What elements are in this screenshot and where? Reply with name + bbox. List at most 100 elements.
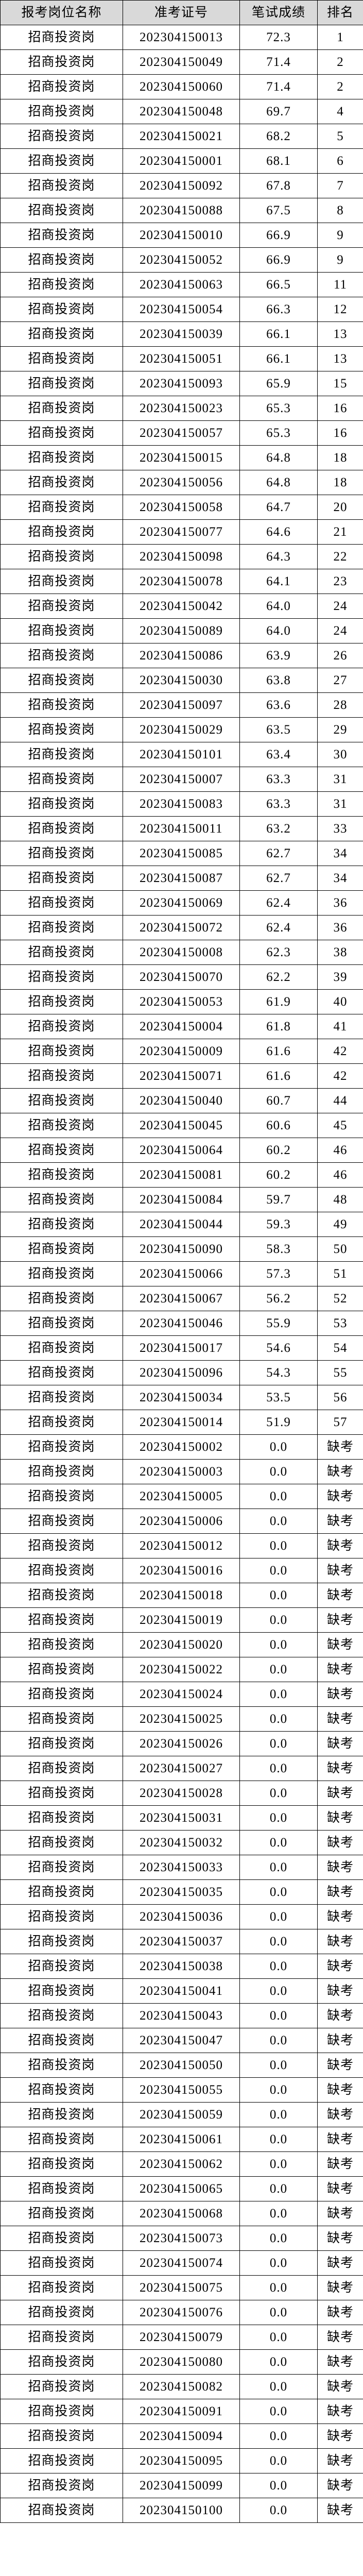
cell-score: 58.3 [239, 1236, 318, 1262]
cell-position: 招商投资岗 [0, 1014, 123, 1039]
table-row: 招商投资岗 202304150007 63.3 31 [0, 767, 363, 792]
table-row: 招商投资岗 202304150077 64.6 21 [0, 519, 363, 545]
cell-score: 63.8 [239, 668, 318, 693]
cell-position: 招商投资岗 [0, 2498, 123, 2523]
cell-exam-id: 202304150087 [123, 866, 240, 891]
table-row: 招商投资岗 202304150054 66.3 12 [0, 297, 363, 322]
cell-rank: 缺考 [317, 2127, 363, 2152]
cell-rank: 27 [317, 668, 363, 693]
cell-score: 60.7 [239, 1088, 318, 1113]
table-row: 招商投资岗 202304150037 0.0 缺考 [0, 1929, 363, 1954]
cell-rank: 20 [317, 495, 363, 520]
cell-score: 0.0 [239, 2127, 318, 2152]
cell-score: 66.3 [239, 297, 318, 322]
cell-exam-id: 202304150016 [123, 1558, 240, 1583]
cell-rank: 缺考 [317, 1805, 363, 1831]
cell-position: 招商投资岗 [0, 247, 123, 273]
table-row: 招商投资岗 202304150086 63.9 26 [0, 643, 363, 668]
cell-exam-id: 202304150018 [123, 1583, 240, 1608]
cell-exam-id: 202304150090 [123, 1236, 240, 1262]
cell-rank: 44 [317, 1088, 363, 1113]
table-row: 招商投资岗 202304150022 0.0 缺考 [0, 1657, 363, 1682]
cell-position: 招商投资岗 [0, 1113, 123, 1138]
cell-score: 64.3 [239, 544, 318, 569]
cell-exam-id: 202304150094 [123, 2424, 240, 2449]
cell-exam-id: 202304150071 [123, 1063, 240, 1089]
cell-exam-id: 202304150060 [123, 74, 240, 99]
cell-exam-id: 202304150077 [123, 519, 240, 545]
cell-rank: 4 [317, 99, 363, 124]
cell-exam-id: 202304150043 [123, 2003, 240, 2028]
cell-exam-id: 202304150021 [123, 124, 240, 149]
cell-exam-id: 202304150055 [123, 2077, 240, 2103]
cell-position: 招商投资岗 [0, 99, 123, 124]
cell-exam-id: 202304150038 [123, 1954, 240, 1979]
cell-exam-id: 202304150101 [123, 742, 240, 767]
cell-score: 63.2 [239, 816, 318, 841]
cell-score: 0.0 [239, 1756, 318, 1781]
table-body: 招商投资岗 202304150013 72.3 1 招商投资岗 202304150049 7… [0, 25, 363, 2523]
cell-score: 67.8 [239, 173, 318, 198]
cell-exam-id: 202304150083 [123, 791, 240, 817]
cell-position: 招商投资岗 [0, 148, 123, 174]
cell-exam-id: 202304150091 [123, 2399, 240, 2424]
cell-rank: 缺考 [317, 2275, 363, 2300]
cell-score: 62.7 [239, 866, 318, 891]
cell-position: 招商投资岗 [0, 1039, 123, 1064]
cell-exam-id: 202304150052 [123, 247, 240, 273]
cell-position: 招商投资岗 [0, 668, 123, 693]
cell-score: 0.0 [239, 1855, 318, 1880]
cell-score: 61.6 [239, 1039, 318, 1064]
cell-rank: 缺考 [317, 1706, 363, 1732]
table-row: 招商投资岗 202304150089 64.0 24 [0, 618, 363, 643]
cell-position: 招商投资岗 [0, 1978, 123, 2004]
table-row: 招商投资岗 202304150041 0.0 缺考 [0, 1978, 363, 2004]
cell-score: 0.0 [239, 2349, 318, 2375]
cell-rank: 21 [317, 519, 363, 545]
cell-score: 62.2 [239, 964, 318, 990]
cell-rank: 缺考 [317, 1978, 363, 2004]
cell-rank: 缺考 [317, 1830, 363, 1855]
cell-exam-id: 202304150089 [123, 618, 240, 643]
cell-score: 62.4 [239, 890, 318, 916]
cell-exam-id: 202304150010 [123, 223, 240, 248]
cell-score: 68.1 [239, 148, 318, 174]
table-row: 招商投资岗 202304150064 60.2 46 [0, 1138, 363, 1163]
table-row: 招商投资岗 202304150080 0.0 缺考 [0, 2349, 363, 2375]
table-row: 招商投资岗 202304150004 61.8 41 [0, 1014, 363, 1039]
cell-position: 招商投资岗 [0, 2226, 123, 2251]
table-row: 招商投资岗 202304150031 0.0 缺考 [0, 1805, 363, 1831]
cell-position: 招商投资岗 [0, 470, 123, 495]
cell-score: 0.0 [239, 1805, 318, 1831]
cell-exam-id: 202304150050 [123, 2053, 240, 2078]
cell-score: 63.9 [239, 643, 318, 668]
table-row: 招商投资岗 202304150043 0.0 缺考 [0, 2003, 363, 2028]
cell-exam-id: 202304150028 [123, 1781, 240, 1806]
table-row: 招商投资岗 202304150056 64.8 18 [0, 470, 363, 495]
cell-exam-id: 202304150033 [123, 1855, 240, 1880]
cell-score: 64.0 [239, 594, 318, 619]
cell-exam-id: 202304150003 [123, 1459, 240, 1484]
cell-position: 招商投资岗 [0, 25, 123, 50]
table-row: 招商投资岗 202304150010 66.9 9 [0, 223, 363, 248]
cell-exam-id: 202304150058 [123, 495, 240, 520]
cell-position: 招商投资岗 [0, 1558, 123, 1583]
table-row: 招商投资岗 202304150024 0.0 缺考 [0, 1682, 363, 1707]
table-row: 招商投资岗 202304150038 0.0 缺考 [0, 1954, 363, 1979]
cell-position: 招商投资岗 [0, 569, 123, 594]
cell-score: 68.2 [239, 124, 318, 149]
table-row: 招商投资岗 202304150036 0.0 缺考 [0, 1904, 363, 1929]
cell-score: 72.3 [239, 25, 318, 50]
table-row: 招商投资岗 202304150092 67.8 7 [0, 173, 363, 198]
table-row: 招商投资岗 202304150071 61.6 42 [0, 1063, 363, 1089]
cell-exam-id: 202304150041 [123, 1978, 240, 2004]
cell-rank: 2 [317, 49, 363, 75]
cell-position: 招商投资岗 [0, 1509, 123, 1534]
cell-position: 招商投资岗 [0, 74, 123, 99]
table-row: 招商投资岗 202304150008 62.3 38 [0, 940, 363, 965]
cell-score: 63.4 [239, 742, 318, 767]
table-row: 招商投资岗 202304150084 59.7 48 [0, 1187, 363, 1212]
cell-exam-id: 202304150079 [123, 2325, 240, 2350]
cell-position: 招商投资岗 [0, 1410, 123, 1435]
cell-rank: 40 [317, 989, 363, 1014]
